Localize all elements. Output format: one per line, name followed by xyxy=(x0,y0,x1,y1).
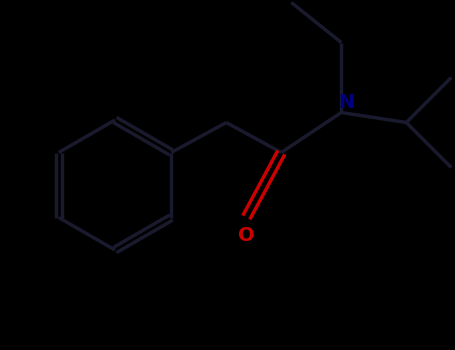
Text: N: N xyxy=(338,93,354,112)
Text: O: O xyxy=(238,226,255,245)
